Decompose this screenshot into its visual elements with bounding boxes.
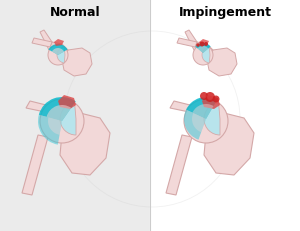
Wedge shape (49, 44, 68, 55)
Wedge shape (60, 103, 76, 135)
Polygon shape (166, 135, 192, 195)
Polygon shape (199, 39, 209, 46)
Wedge shape (39, 97, 76, 121)
Circle shape (193, 45, 213, 65)
Polygon shape (177, 38, 197, 47)
Polygon shape (50, 107, 72, 121)
Polygon shape (60, 113, 110, 175)
Polygon shape (22, 135, 48, 195)
Circle shape (40, 99, 84, 143)
Circle shape (184, 99, 228, 143)
Circle shape (205, 92, 215, 102)
Polygon shape (26, 101, 54, 113)
Polygon shape (58, 95, 76, 109)
Bar (0, 0, 150, 231)
Text: Normal: Normal (50, 6, 100, 19)
Polygon shape (202, 95, 220, 109)
Polygon shape (40, 30, 56, 52)
Text: Impingement: Impingement (178, 6, 272, 19)
Polygon shape (185, 30, 201, 52)
Polygon shape (54, 39, 64, 46)
Polygon shape (207, 48, 237, 76)
Circle shape (196, 43, 200, 47)
Polygon shape (50, 42, 68, 54)
Polygon shape (62, 48, 92, 76)
Wedge shape (48, 117, 62, 135)
Wedge shape (57, 47, 65, 63)
Circle shape (48, 45, 68, 65)
Polygon shape (32, 38, 52, 47)
Circle shape (202, 94, 206, 98)
Wedge shape (198, 46, 208, 53)
Circle shape (207, 94, 213, 100)
Circle shape (212, 95, 220, 103)
Wedge shape (204, 103, 220, 135)
Polygon shape (195, 42, 213, 54)
Wedge shape (195, 43, 211, 53)
Bar (150, 0, 300, 231)
Polygon shape (194, 107, 216, 121)
Wedge shape (38, 115, 62, 145)
Wedge shape (192, 113, 206, 132)
Circle shape (200, 42, 205, 46)
Polygon shape (170, 101, 198, 113)
Circle shape (200, 92, 208, 100)
Circle shape (204, 42, 208, 46)
Wedge shape (186, 97, 217, 119)
Wedge shape (192, 104, 214, 119)
Polygon shape (204, 113, 254, 175)
Wedge shape (202, 47, 210, 63)
Wedge shape (184, 110, 206, 140)
Wedge shape (52, 48, 64, 55)
Wedge shape (46, 105, 71, 121)
